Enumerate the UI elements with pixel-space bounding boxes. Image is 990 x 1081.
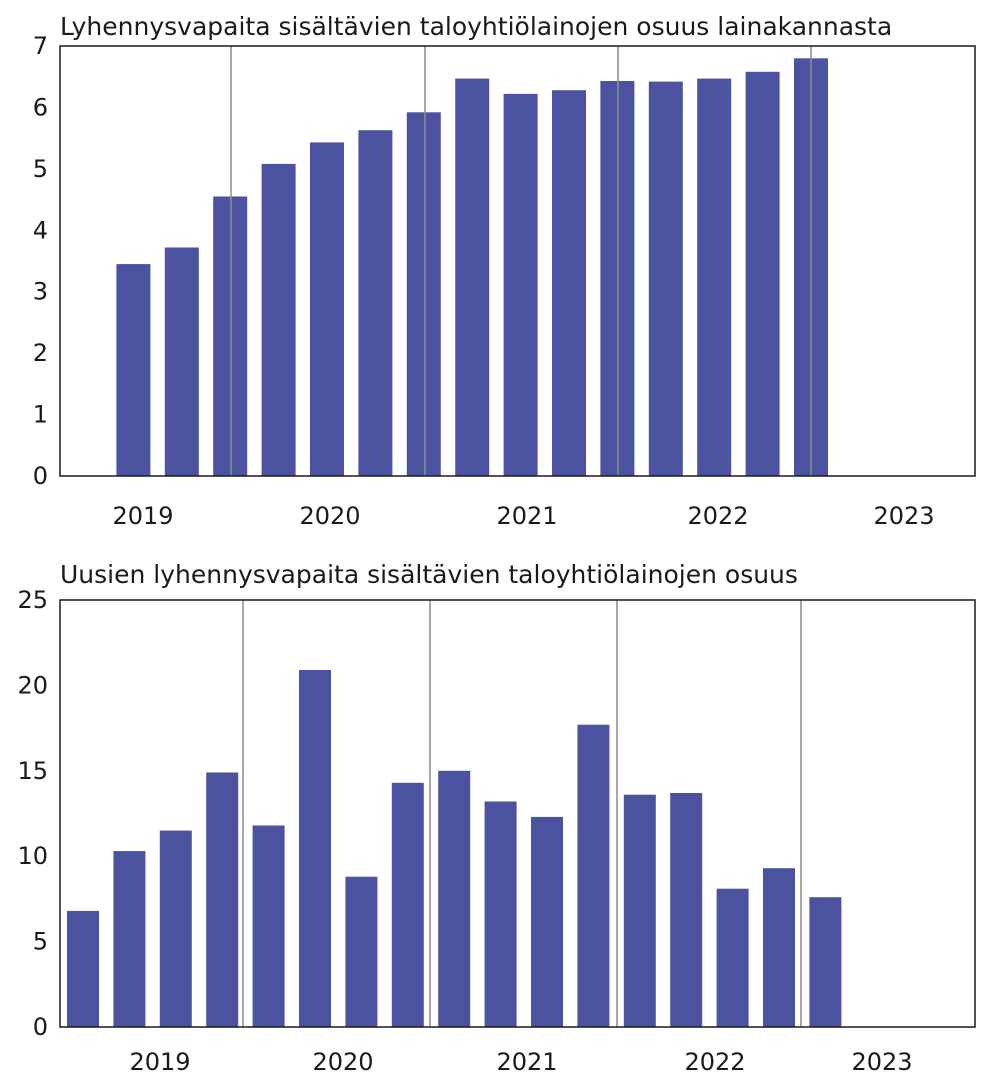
x-tick-label: 2019	[112, 502, 173, 530]
x-tick-label: 2021	[496, 1048, 557, 1076]
y-tick-label: 25	[17, 586, 48, 614]
plot-frame	[59, 599, 976, 1028]
x-tick-label: 2019	[129, 1048, 190, 1076]
bar	[310, 142, 344, 476]
bar	[261, 163, 296, 476]
bar	[745, 71, 780, 477]
x-tick-label: 2023	[873, 502, 934, 530]
x-tick-label: 2020	[312, 1048, 373, 1076]
bar	[763, 868, 795, 1027]
bar	[716, 888, 749, 1027]
x-tick-label: 2022	[687, 502, 748, 530]
chart-title: Lyhennysvapaita sisältävien taloyhtiölai…	[60, 12, 892, 41]
y-tick-label: 2	[33, 339, 48, 367]
bar	[213, 196, 248, 476]
bar	[809, 897, 842, 1027]
x-tick-label: 2022	[684, 1048, 745, 1076]
bar	[531, 816, 563, 1027]
bar	[299, 670, 331, 1027]
y-tick-label: 20	[17, 671, 48, 699]
bar	[406, 112, 441, 477]
bar	[67, 910, 99, 1027]
x-tick-label: 2020	[299, 502, 360, 530]
bar	[438, 770, 471, 1027]
x-tick-label: 2021	[496, 502, 557, 530]
bar	[552, 90, 586, 476]
y-tick-label: 10	[17, 842, 48, 870]
y-tick-label: 7	[33, 32, 48, 60]
bar	[484, 801, 517, 1027]
y-tick-label: 5	[33, 155, 48, 183]
bar	[358, 130, 393, 476]
y-tick-label: 4	[33, 216, 48, 244]
y-tick-label: 0	[33, 1013, 48, 1041]
bar	[670, 793, 703, 1027]
bar	[455, 78, 490, 476]
chart-title: Uusien lyhennysvapaita sisältävien taloy…	[60, 560, 798, 589]
x-tick-label: 2023	[851, 1048, 912, 1076]
bar	[164, 247, 199, 476]
bar	[391, 782, 424, 1027]
bar	[623, 794, 656, 1027]
chart-new-loans-share: Uusien lyhennysvapaita sisältävien taloy…	[17, 560, 976, 1076]
chart-stock-share: Lyhennysvapaita sisältävien taloyhtiölai…	[33, 12, 976, 530]
bar	[503, 93, 538, 477]
bar	[345, 876, 378, 1027]
y-tick-label: 15	[17, 757, 48, 785]
bar	[206, 772, 239, 1027]
y-tick-label: 5	[33, 928, 48, 956]
y-tick-label: 0	[33, 462, 48, 490]
bar	[648, 81, 683, 476]
bar	[159, 830, 192, 1027]
bar	[697, 78, 732, 476]
plot-frame	[59, 45, 976, 477]
bar	[113, 851, 146, 1027]
y-tick-label: 6	[33, 93, 48, 121]
bar	[116, 264, 151, 476]
bar	[577, 724, 610, 1027]
bar	[252, 825, 285, 1027]
y-tick-label: 3	[33, 278, 48, 306]
y-tick-label: 1	[33, 401, 48, 429]
